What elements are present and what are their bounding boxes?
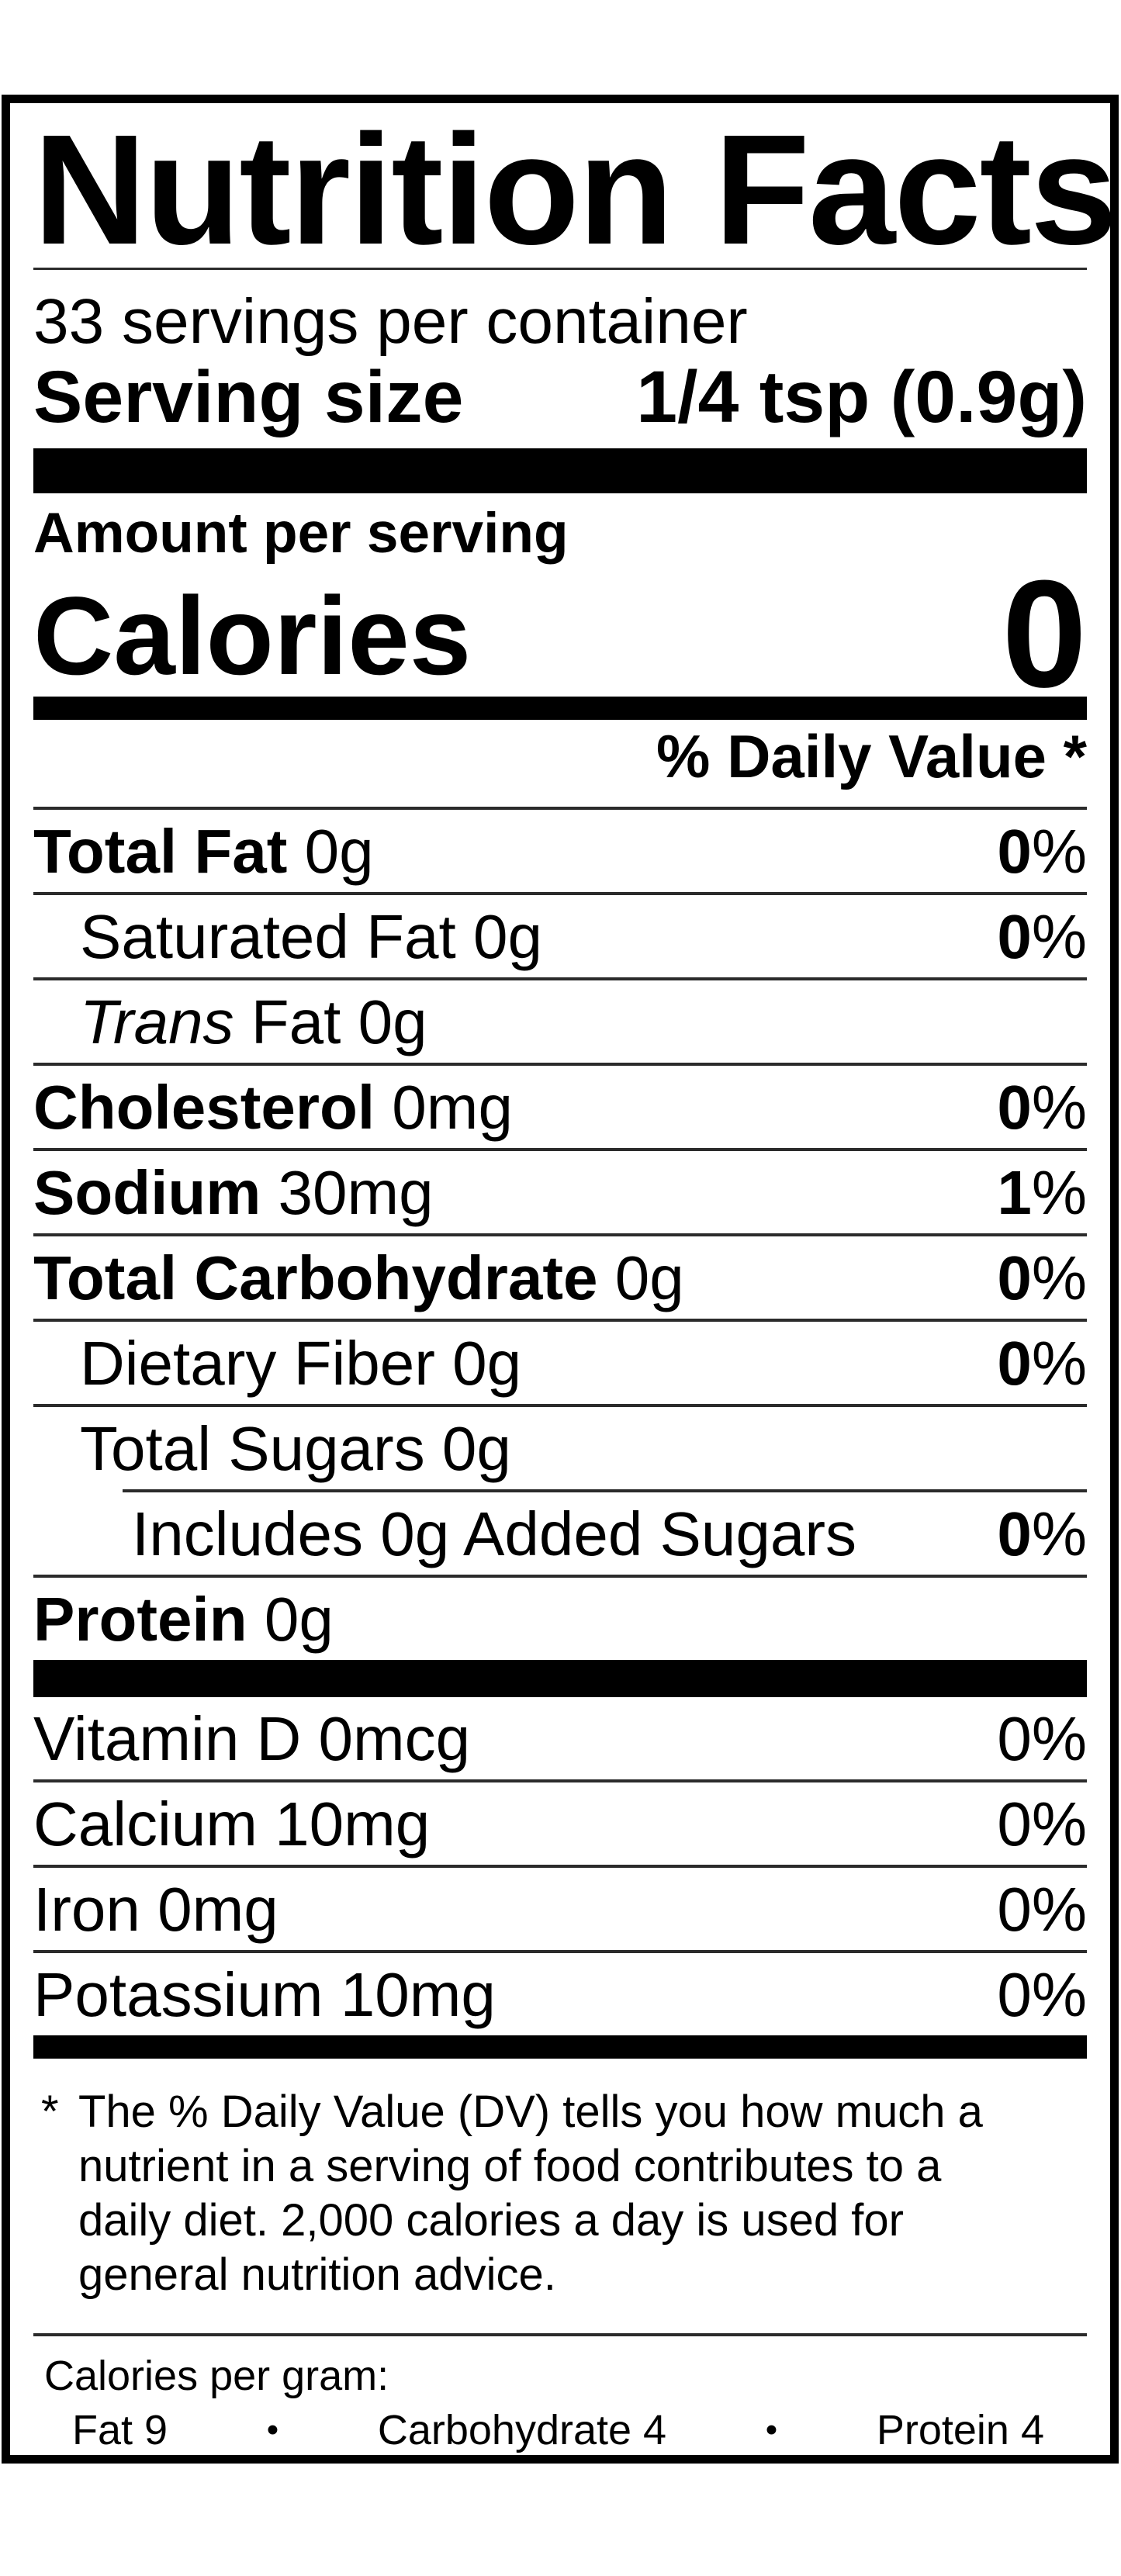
footnote-line: The % Daily Value (DV) tells you how muc…: [78, 2087, 983, 2138]
serving-size-label: Serving size: [33, 356, 464, 439]
footnote-asterisk: *: [41, 2087, 59, 2138]
vitamin-row-vitamin-d: Vitamin D 0mcg 0%: [33, 1697, 1087, 1783]
vitamin-daily-value: 0%: [997, 1704, 1087, 1774]
added-sugars-indent-block: Includes 0g Added Sugars 0%: [123, 1489, 1087, 1575]
amount-per-serving-label: Amount per serving: [33, 502, 569, 565]
nutrition-facts-label: Nutrition Facts 33 servings per containe…: [2, 95, 1119, 2464]
vitamin-name: Iron 0mg: [33, 1875, 279, 1945]
nutrient-name: Total Fat 0g: [33, 817, 374, 887]
footnote-line: daily diet. 2,000 calories a day is used…: [78, 2195, 904, 2246]
nutrient-name: Includes 0g Added Sugars: [132, 1499, 857, 1569]
vitamin-daily-value: 0%: [997, 1875, 1087, 1945]
cpg-item-carbohydrate: Carbohydrate 4: [377, 2407, 667, 2454]
divider-under-title: [33, 268, 1087, 270]
calories-row: Calories 0: [33, 558, 1087, 711]
nutrient-daily-value: 0%: [997, 817, 1087, 887]
calories-per-gram-items: Fat 9 • Carbohydrate 4 • Protein 4: [33, 2406, 1087, 2454]
nutrient-row-total-carbohydrate: Total Carbohydrate 0g 0%: [33, 1236, 1087, 1323]
nutrient-row-total-sugars: Total Sugars 0g: [33, 1407, 1087, 1489]
bullet-icon: •: [765, 2410, 778, 2449]
nutrient-name: Protein 0g: [33, 1585, 334, 1655]
nutrient-row-saturated-fat: Saturated Fat 0g 0%: [33, 895, 1087, 981]
vitamin-name: Potassium 10mg: [33, 1960, 496, 2030]
serving-size-value: 1/4 tsp (0.9g): [636, 356, 1087, 439]
bullet-icon: •: [266, 2410, 279, 2449]
nutrient-daily-value: 0%: [997, 902, 1087, 972]
nutrient-name: Dietary Fiber 0g: [80, 1329, 522, 1399]
nutrient-name: Trans Fat 0g: [80, 987, 427, 1057]
label-title: Nutrition Facts: [33, 102, 1117, 277]
nutrient-daily-value: 0%: [997, 1073, 1087, 1143]
footnote-line: general nutrition advice.: [78, 2249, 556, 2301]
nutrient-daily-value: 1%: [997, 1158, 1087, 1228]
nutrient-row-trans-fat: Trans Fat 0g: [33, 980, 1087, 1067]
vitamin-row-calcium: Calcium 10mg 0%: [33, 1782, 1087, 1869]
nutrient-row-total-fat: Total Fat 0g 0%: [33, 810, 1087, 896]
nutrient-name: Saturated Fat 0g: [80, 902, 542, 972]
servings-per-container: 33 servings per container: [33, 286, 748, 357]
nutrient-row-protein: Protein 0g: [33, 1575, 1087, 1660]
nutrient-name: Total Carbohydrate 0g: [33, 1243, 684, 1313]
nutrient-row-sodium: Sodium 30mg 1%: [33, 1151, 1087, 1237]
cpg-item-fat: Fat 9: [72, 2407, 168, 2454]
nutrient-row-dietary-fiber: Dietary Fiber 0g 0%: [33, 1322, 1087, 1408]
nutrient-row-cholesterol: Cholesterol 0mg 0%: [33, 1066, 1087, 1152]
calories-label: Calories: [33, 575, 472, 699]
medium-bar-under-calories: [33, 697, 1087, 721]
serving-size-row: Serving size 1/4 tsp (0.9g): [33, 361, 1087, 434]
thick-bar-top: [33, 448, 1087, 494]
footnote-line: nutrient in a serving of food contribute…: [78, 2141, 942, 2192]
nutrient-name: Cholesterol 0mg: [33, 1073, 513, 1143]
vitamin-row-iron: Iron 0mg 0%: [33, 1868, 1087, 1954]
daily-value-header: % Daily Value *: [33, 726, 1087, 811]
nutrient-daily-value: 0%: [997, 1329, 1087, 1399]
cpg-item-protein: Protein 4: [876, 2407, 1044, 2454]
vitamin-name: Vitamin D 0mcg: [33, 1704, 471, 1774]
calories-per-gram-label: Calories per gram:: [44, 2353, 389, 2400]
thick-bar-under-protein: [33, 1660, 1087, 1698]
nutrient-daily-value: 0%: [997, 1499, 1087, 1569]
nutrient-name: Total Sugars 0g: [80, 1414, 511, 1484]
vitamin-name: Calcium 10mg: [33, 1789, 431, 1859]
nutrient-daily-value: 0%: [997, 1243, 1087, 1313]
vitamin-daily-value: 0%: [997, 1789, 1087, 1859]
thick-bar-above-footnote: [33, 2035, 1087, 2059]
daily-value-footnote: * The % Daily Value (DV) tells you how m…: [33, 2085, 1087, 2302]
vitamin-row-potassium: Potassium 10mg 0%: [33, 1953, 1087, 2035]
nutrient-row-added-sugars: Includes 0g Added Sugars 0%: [123, 1492, 1087, 1575]
calories-value: 0: [1002, 548, 1087, 720]
footnote-text: The % Daily Value (DV) tells you how muc…: [78, 2085, 983, 2302]
divider-above-calories-per-gram: [33, 2333, 1087, 2337]
nutrient-name: Sodium 30mg: [33, 1158, 434, 1228]
vitamin-daily-value: 0%: [997, 1960, 1087, 2030]
